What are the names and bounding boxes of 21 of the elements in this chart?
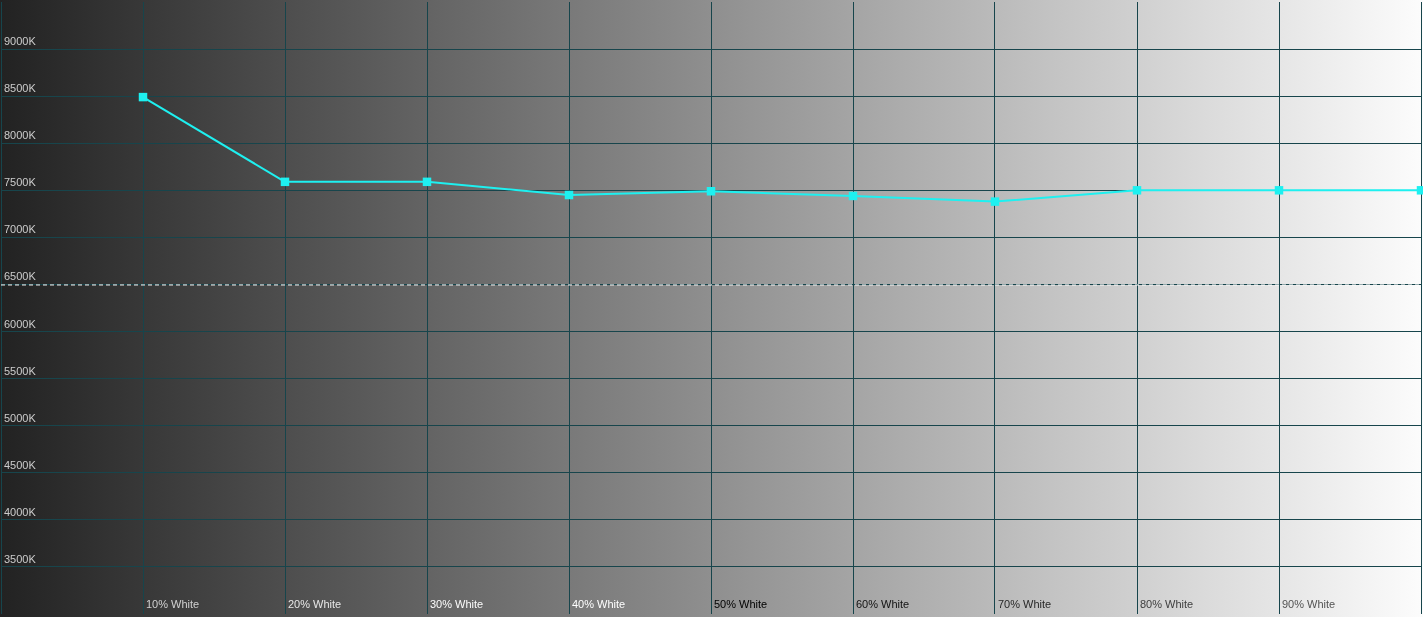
x-tick-label: 90% White (1282, 598, 1336, 611)
y-tick-label: 5000K (4, 411, 37, 424)
y-tick-label: 8000K (4, 129, 37, 142)
x-tick-label: 50% White (714, 598, 768, 611)
y-tick-label: 9000K (4, 35, 37, 48)
y-tick-label: 8500K (4, 82, 37, 95)
x-tick-label: 20% White (288, 598, 342, 611)
y-tick-label: 5500K (4, 364, 37, 377)
x-tick-label: 10% White (146, 598, 200, 611)
x-tick-label: 70% White (998, 598, 1052, 611)
y-tick-label: 4500K (4, 458, 37, 471)
x-tick-label: 40% White (572, 598, 626, 611)
y-tick-label: 7000K (4, 223, 37, 236)
x-tick-label: 30% White (430, 598, 484, 611)
y-tick-label: 7500K (4, 176, 37, 189)
y-tick-label: 6500K (4, 270, 37, 283)
x-tick-label: 80% White (1140, 598, 1194, 611)
y-tick-label: 6000K (4, 317, 37, 330)
y-tick-label: 4000K (4, 505, 37, 518)
x-tick-label: 60% White (856, 598, 910, 611)
y-tick-label: 3500K (4, 552, 37, 565)
